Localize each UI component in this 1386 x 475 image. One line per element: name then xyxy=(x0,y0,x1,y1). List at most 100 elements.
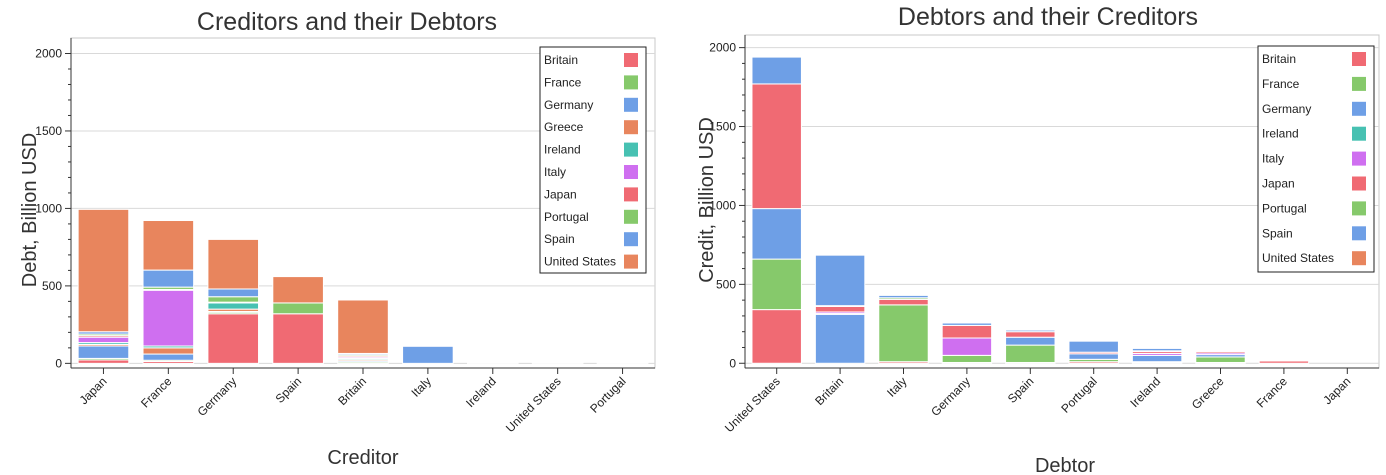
bar-segment-united-states-spain xyxy=(751,56,802,85)
bar-segment-germany-japan xyxy=(941,324,993,339)
bar-segment-united-states-japan xyxy=(751,83,802,210)
x-tick-label: Germany xyxy=(195,374,240,419)
legend-label-germany: Germany xyxy=(544,98,593,112)
legend-swatch-united-states xyxy=(1352,251,1366,266)
legend-label-japan: Japan xyxy=(1262,177,1295,191)
legend-label-united-states: United States xyxy=(544,255,616,269)
legend-label-france: France xyxy=(544,75,582,89)
bar-segment-germany-italy xyxy=(941,337,993,356)
y-tick-label: 500 xyxy=(42,279,62,293)
bar-segment-britain-united-states xyxy=(337,299,389,354)
x-tick-label: Greece xyxy=(1189,374,1227,412)
chart-title: Debtors and their Creditors xyxy=(898,3,1198,31)
bar-segment-france-spain xyxy=(142,269,195,288)
bar-segment-ireland-spain xyxy=(1131,347,1183,352)
bar-segment-germany-spain xyxy=(941,322,993,326)
bar-segment-japan-britain xyxy=(77,359,130,364)
bar-segment-britain-germany xyxy=(814,313,866,364)
legend-label-italy: Italy xyxy=(1262,152,1284,166)
bar-segment-ireland-germany xyxy=(1131,354,1183,363)
y-tick-label: 1500 xyxy=(709,120,736,134)
legend-swatch-portugal xyxy=(1352,201,1366,216)
legend-label-britain: Britain xyxy=(544,53,578,67)
legend-swatch-germany xyxy=(1352,101,1366,116)
bar-segment-greece-france xyxy=(1195,356,1246,363)
y-tick-label: 2000 xyxy=(709,41,736,55)
x-tick-label: Japan xyxy=(77,374,110,407)
y-tick-label: 2000 xyxy=(35,46,62,60)
x-tick-label: Portugal xyxy=(587,374,629,416)
bar-segment-italy-japan xyxy=(878,298,929,306)
legend-label-ireland: Ireland xyxy=(544,143,581,157)
y-tick-label: 0 xyxy=(729,356,736,370)
legend-swatch-spain xyxy=(1352,226,1366,241)
bar-segment-japan-germany xyxy=(77,345,130,359)
x-tick-label: Ireland xyxy=(1127,374,1163,410)
bar-segment-britain-japan xyxy=(814,305,866,313)
x-tick-label: Ireland xyxy=(463,374,499,410)
bar-segment-spain-portugal xyxy=(272,302,324,315)
legend-label-ireland: Ireland xyxy=(1262,127,1299,141)
bar-segment-germany-united-states xyxy=(207,238,260,290)
legend-swatch-france xyxy=(1352,76,1366,91)
chart-title: Creditors and their Debtors xyxy=(197,8,497,36)
creditors-chart: Creditors and their Debtors 0 500 1000 1500 2… xyxy=(19,8,656,469)
legend-swatch-germany xyxy=(624,97,638,112)
x-tick-label: Portugal xyxy=(1058,374,1100,416)
bar-segment-spain-united-states xyxy=(272,276,324,304)
legend-label-greece: Greece xyxy=(544,120,584,134)
x-tick-label: Japan xyxy=(1320,374,1353,407)
x-tick-label: United States xyxy=(722,374,783,435)
y-tick-label: 1000 xyxy=(35,201,62,215)
legend-swatch-britain xyxy=(624,53,638,67)
x-tick-label: Britain xyxy=(812,374,846,408)
bar-segment-spain-germany xyxy=(1005,336,1056,346)
bar-segment-japan-italy xyxy=(77,336,130,344)
bar-segment-germany-portugal xyxy=(207,296,260,303)
bar-segment-italy-france xyxy=(878,304,929,363)
bar-segment-germany-britain xyxy=(207,313,260,364)
x-axis-label: Creditor xyxy=(327,447,398,469)
bar-segment-spain-japan xyxy=(1005,331,1056,338)
x-tick-label: Italy xyxy=(409,374,434,399)
y-tick-label: 1000 xyxy=(709,198,736,212)
bar-segment-portugal-spain xyxy=(1068,340,1119,353)
legend-swatch-japan xyxy=(624,187,638,202)
y-tick-label: 500 xyxy=(716,277,736,291)
legend-label-britain: Britain xyxy=(1262,52,1296,66)
bar-segment-germany-spain xyxy=(207,288,260,298)
bar-segment-germany-ireland xyxy=(207,302,260,310)
legend-label-japan: Japan xyxy=(544,187,577,201)
bar-segment-united-states-ireland xyxy=(531,361,584,364)
bar-segment-france-united-states xyxy=(142,220,195,271)
y-axis-label: Credit, Billion USD xyxy=(696,117,718,283)
legend-swatch-portugal xyxy=(624,209,638,224)
legend-label-spain: Spain xyxy=(544,232,575,246)
bar-segment-portugal-germany xyxy=(1068,353,1119,360)
legend-label-united-states: United States xyxy=(1262,251,1334,265)
x-tick-label: France xyxy=(138,374,175,411)
x-tick-label: Italy xyxy=(884,374,909,399)
x-tick-label: Spain xyxy=(273,374,305,406)
legend-swatch-italy xyxy=(624,165,638,179)
legend-swatch-italy xyxy=(1352,151,1366,166)
x-axis-label: Debtor xyxy=(1035,455,1095,475)
legend-swatch-britain xyxy=(1352,52,1366,66)
bar-segment-ireland-united-states xyxy=(466,361,519,364)
debtors-chart: Debtors and their Creditors 0 500 1000 1500 2… xyxy=(696,3,1380,475)
y-axis-label: Debt, Billion USD xyxy=(19,133,41,288)
bar-segment-portugal-united-states xyxy=(596,362,649,364)
x-tick-label: Britain xyxy=(335,374,369,408)
legend-swatch-spain xyxy=(624,232,638,247)
legend: Britain France Germany Greece Ireland Italy Ja… xyxy=(539,46,647,274)
legend-label-germany: Germany xyxy=(1262,102,1311,116)
y-tick-label: 0 xyxy=(55,356,62,370)
legend-swatch-ireland xyxy=(1352,126,1366,141)
x-tick-label: Germany xyxy=(928,374,973,419)
y-tick-label: 1500 xyxy=(35,124,62,138)
bar-segment-italy-germany xyxy=(402,345,454,364)
x-tick-label: United States xyxy=(503,374,564,435)
legend-swatch-france xyxy=(624,75,638,90)
legend-label-italy: Italy xyxy=(544,165,566,179)
